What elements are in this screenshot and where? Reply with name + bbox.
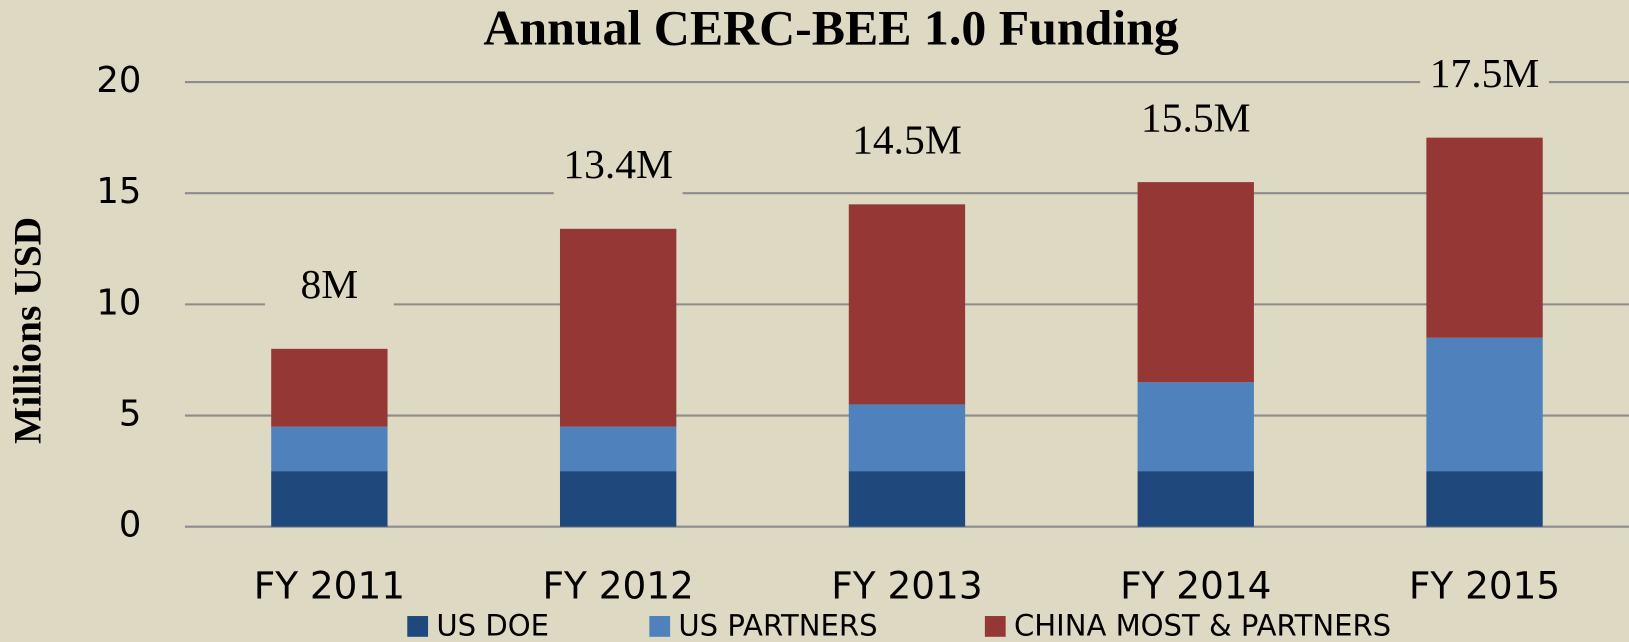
- total-label: 13.4M: [563, 141, 673, 187]
- bar-segment: [1137, 471, 1254, 527]
- chart-title: Annual CERC-BEE 1.0 Funding: [483, 1, 1179, 56]
- x-tick-label: FY 2013: [831, 563, 982, 607]
- y-axis-label: Millions USD: [5, 217, 49, 444]
- legend-swatch: [649, 616, 671, 637]
- total-label: 15.5M: [1141, 94, 1251, 140]
- label-background: [553, 141, 683, 196]
- total-label: 8M: [301, 261, 359, 307]
- x-tick-label: FY 2012: [542, 563, 693, 607]
- x-tick-label: FY 2015: [1409, 563, 1560, 607]
- label-background: [264, 261, 394, 316]
- bar-segment: [1137, 182, 1254, 383]
- legend-swatch: [407, 616, 429, 637]
- legend-label: US PARTNERS: [678, 608, 877, 642]
- bar-segment: [848, 404, 966, 472]
- bar-segment: [848, 471, 966, 527]
- bar-segment: [271, 348, 388, 427]
- bar-segment: [848, 204, 966, 405]
- bar-segment: [559, 426, 677, 472]
- y-tick-label: 15: [96, 171, 141, 212]
- label-background: [1420, 50, 1549, 105]
- bar-segment: [559, 471, 677, 527]
- bar-segment: [1426, 137, 1543, 338]
- legend-swatch: [984, 616, 1006, 637]
- y-tick-label: 5: [119, 394, 141, 435]
- bar-segment: [1137, 382, 1254, 472]
- bar-segment: [1426, 337, 1543, 472]
- x-tick-label: FY 2014: [1120, 563, 1271, 607]
- bar-segment: [271, 471, 388, 527]
- legend-label: CHINA MOST & PARTNERS: [1014, 608, 1391, 642]
- label-background: [1131, 94, 1261, 149]
- y-tick-label: 0: [119, 505, 141, 546]
- x-tick-label: FY 2011: [254, 563, 405, 607]
- legend-label: US DOE: [436, 608, 549, 642]
- label-background: [842, 117, 972, 172]
- total-label: 14.5M: [852, 117, 962, 163]
- bar-segment: [559, 228, 677, 427]
- y-tick-label: 20: [96, 60, 141, 101]
- bar-segment: [1426, 471, 1543, 527]
- bar-segment: [271, 426, 388, 472]
- y-tick-label: 10: [96, 282, 141, 323]
- total-label: 17.5M: [1430, 50, 1540, 96]
